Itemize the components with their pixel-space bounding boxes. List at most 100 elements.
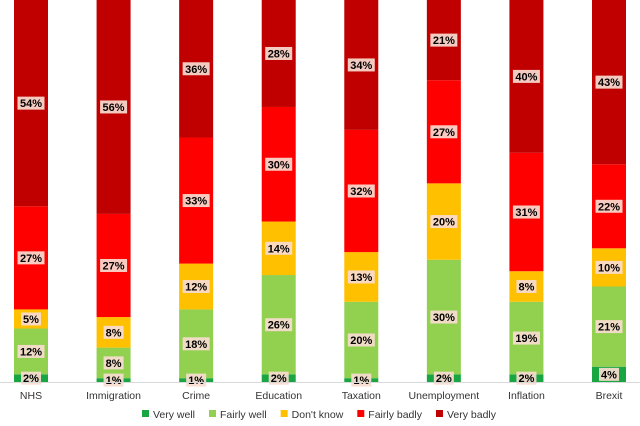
category-label-immigration: Immigration — [86, 390, 141, 402]
data-label-bg-taxation-very-well — [351, 373, 372, 387]
legend: Very well Fairly well Don't know Fairly bad… — [141, 409, 497, 421]
data-label-crime-very-badly: 36% — [185, 64, 207, 76]
data-label-bg-immigration-very-well — [103, 373, 124, 387]
data-label-bg-inflation-don-t-know — [516, 280, 537, 293]
data-label-bg-inflation-very-badly — [512, 69, 540, 83]
data-label-nhs-fairly-badly: 27% — [20, 253, 42, 265]
data-label-bg-taxation-fairly-well — [347, 333, 375, 347]
data-label-unemployment-very-well: 2% — [436, 373, 452, 385]
data-label-bg-brexit-very-badly — [595, 75, 623, 89]
data-label-taxation-very-well: 1% — [353, 375, 369, 387]
data-label-nhs-very-well: 2% — [23, 373, 39, 385]
data-label-bg-nhs-very-badly — [17, 96, 45, 110]
data-label-immigration-very-well: 1% — [106, 375, 122, 387]
data-label-bg-brexit-very-well — [599, 367, 619, 381]
data-label-crime-don-t-know: 12% — [185, 282, 207, 294]
data-label-bg-crime-fairly-badly — [182, 194, 210, 208]
data-label-bg-nhs-very-well — [21, 371, 41, 385]
data-label-bg-nhs-don-t-know — [21, 312, 41, 326]
data-label-bg-unemployment-don-t-know — [430, 215, 458, 229]
data-label-bg-inflation-fairly-badly — [512, 205, 540, 219]
data-label-brexit-fairly-well: 21% — [598, 322, 620, 334]
legend-swatch-don-t-know — [280, 410, 288, 417]
data-label-immigration-fairly-badly: 27% — [103, 260, 125, 272]
category-label-inflation: Inflation — [508, 390, 545, 402]
data-label-nhs-don-t-know: 5% — [23, 314, 39, 326]
data-label-nhs-very-badly: 54% — [20, 98, 42, 110]
data-label-bg-immigration-don-t-know — [103, 325, 124, 339]
data-label-education-fairly-badly: 30% — [268, 159, 290, 171]
data-label-bg-education-fairly-well — [265, 318, 293, 332]
data-label-bg-unemployment-fairly-badly — [430, 125, 458, 139]
category-axis: NHS Immigration Crime Education Taxation Unem… — [20, 390, 623, 402]
data-label-crime-very-well: 1% — [188, 375, 204, 387]
category-label-taxation: Taxation — [342, 390, 381, 402]
data-label-inflation-fairly-badly: 31% — [515, 207, 537, 219]
category-label-nhs: NHS — [20, 390, 42, 402]
data-label-inflation-very-badly: 40% — [515, 71, 537, 83]
data-label-bg-unemployment-very-badly — [430, 33, 458, 47]
legend-label-fairly-well: Fairly well — [220, 409, 267, 421]
data-label-bg-inflation-fairly-well — [512, 331, 540, 345]
legend-swatch-fairly-well — [209, 410, 217, 417]
data-label-bg-education-very-badly — [265, 46, 293, 60]
data-label-bg-education-fairly-badly — [265, 157, 293, 171]
data-label-bg-education-very-well — [268, 371, 289, 385]
data-label-brexit-very-well: 4% — [601, 369, 617, 381]
category-label-brexit: Brexit — [596, 390, 623, 402]
data-label-unemployment-don-t-know: 20% — [433, 217, 455, 229]
data-label-bg-taxation-don-t-know — [347, 270, 375, 284]
data-label-immigration-don-t-know: 8% — [106, 327, 122, 339]
data-label-bg-education-don-t-know — [265, 241, 293, 255]
data-label-crime-fairly-badly: 33% — [185, 196, 207, 208]
data-label-bg-brexit-fairly-badly — [595, 199, 623, 213]
data-label-unemployment-very-badly: 21% — [433, 35, 455, 47]
data-label-bg-crime-very-well — [186, 373, 207, 387]
data-label-inflation-very-well: 2% — [518, 373, 534, 385]
data-label-education-very-well: 2% — [271, 373, 287, 385]
data-label-brexit-don-t-know: 10% — [598, 262, 620, 274]
data-label-education-don-t-know: 14% — [268, 243, 290, 255]
legend-label-fairly-badly: Fairly badly — [368, 409, 422, 421]
data-label-unemployment-fairly-badly: 27% — [433, 127, 455, 139]
data-label-bg-crime-very-badly — [182, 62, 210, 76]
data-label-bg-inflation-very-well — [516, 371, 537, 385]
data-label-bg-immigration-fairly-badly — [100, 258, 128, 272]
data-label-education-fairly-well: 26% — [268, 320, 290, 332]
legend-label-don-t-know: Don't know — [292, 409, 344, 421]
data-label-bg-taxation-very-badly — [347, 58, 375, 72]
data-label-crime-fairly-well: 18% — [185, 339, 207, 351]
data-label-bg-brexit-don-t-know — [595, 260, 623, 274]
data-label-immigration-fairly-well: 8% — [106, 358, 122, 370]
data-label-bg-nhs-fairly-badly — [17, 251, 45, 265]
data-label-taxation-don-t-know: 13% — [350, 272, 372, 284]
category-label-education: Education — [255, 390, 302, 402]
data-label-brexit-fairly-badly: 22% — [598, 201, 620, 213]
data-label-brexit-very-badly: 43% — [598, 77, 620, 89]
category-label-crime: Crime — [182, 390, 210, 402]
data-label-bg-brexit-fairly-well — [595, 320, 623, 334]
data-label-bg-unemployment-fairly-well — [430, 310, 458, 324]
data-label-bg-immigration-fairly-well — [103, 356, 124, 370]
legend-swatch-fairly-badly — [357, 410, 365, 417]
legend-label-very-badly: Very badly — [447, 409, 497, 421]
data-label-immigration-very-badly: 56% — [103, 102, 125, 114]
data-label-bg-taxation-fairly-badly — [347, 184, 375, 198]
data-label-inflation-fairly-well: 19% — [515, 333, 537, 345]
data-label-bg-crime-fairly-well — [182, 337, 210, 351]
data-label-bg-unemployment-very-well — [433, 371, 454, 385]
data-labels-layer: 2% 12% 5% 27% 54% 1% 8% 8% 27% 56% 1% 18% 12% 33% 36% 2… — [17, 33, 623, 387]
data-label-education-very-badly: 28% — [268, 48, 290, 60]
data-label-nhs-fairly-well: 12% — [20, 346, 42, 358]
data-label-taxation-fairly-badly: 32% — [350, 186, 372, 198]
data-label-taxation-very-badly: 34% — [350, 60, 372, 72]
category-label-unemployment: Unemployment — [409, 390, 480, 402]
data-label-bg-immigration-very-badly — [100, 100, 128, 114]
legend-label-very-well: Very well — [153, 409, 195, 421]
bars-layer — [14, 0, 626, 382]
data-label-taxation-fairly-well: 20% — [350, 335, 372, 347]
legend-swatch-very-well — [141, 410, 149, 417]
data-label-bg-crime-don-t-know — [182, 280, 210, 293]
